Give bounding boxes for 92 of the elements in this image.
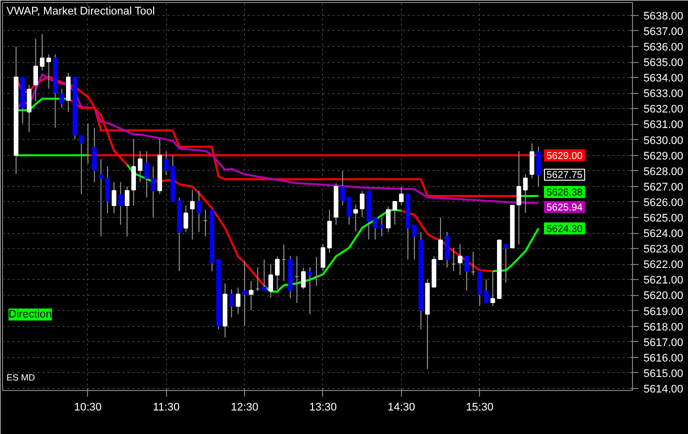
candlestick bbox=[301, 267, 306, 290]
x-tick-label: 11:30 bbox=[152, 402, 180, 414]
y-tick-label: 5638.00 bbox=[644, 10, 684, 22]
candlestick bbox=[504, 244, 508, 284]
y-tick-label: 5634.00 bbox=[644, 72, 684, 85]
y-tick-label: 5637.00 bbox=[644, 26, 684, 38]
candlestick bbox=[372, 216, 378, 240]
candlestick bbox=[92, 127, 97, 183]
candlestick bbox=[236, 287, 240, 315]
y-tick-label: 5614.00 bbox=[644, 383, 684, 396]
candlestick bbox=[248, 280, 254, 311]
candlestick bbox=[523, 174, 528, 214]
y-tick-label: 5622.00 bbox=[644, 259, 684, 272]
y-tick-label: 5630.00 bbox=[644, 134, 684, 147]
data-label: 5625.94 bbox=[546, 202, 584, 214]
candlestick bbox=[144, 150, 149, 198]
candlestick bbox=[98, 158, 104, 237]
annotation: ES MD bbox=[6, 372, 36, 382]
y-tick-label: 5632.00 bbox=[644, 104, 684, 116]
candlestick bbox=[242, 260, 247, 326]
y-tick-label: 5621.00 bbox=[644, 274, 684, 287]
candlestick bbox=[164, 150, 169, 176]
candlestick bbox=[477, 270, 482, 306]
y-tick-label: 5618.00 bbox=[644, 321, 684, 334]
y-tick-label: 5628.00 bbox=[644, 166, 684, 178]
y-tick-label: 5635.00 bbox=[644, 57, 684, 70]
candlestick bbox=[516, 150, 522, 246]
candlestick bbox=[530, 142, 534, 179]
candlestick bbox=[399, 186, 404, 206]
y-tick-label: 5633.00 bbox=[644, 88, 684, 100]
y-tick-label: 5629.00 bbox=[644, 150, 684, 162]
candlestick bbox=[379, 216, 384, 237]
candlestick bbox=[490, 270, 496, 306]
candlestick bbox=[105, 166, 110, 214]
candlestick bbox=[196, 190, 202, 232]
y-tick-label: 5616.00 bbox=[644, 352, 684, 364]
candlestick bbox=[412, 224, 417, 260]
candlestick bbox=[131, 138, 136, 206]
candlestick bbox=[346, 196, 352, 226]
y-tick-label: 5617.00 bbox=[644, 336, 684, 349]
candlestick bbox=[229, 288, 234, 318]
candlestick bbox=[66, 72, 71, 112]
annotation: 5627.75 bbox=[546, 170, 584, 182]
y-tick-label: 5624.00 bbox=[644, 228, 684, 240]
candlestick bbox=[150, 166, 156, 218]
candlestick bbox=[536, 146, 541, 187]
candlestick bbox=[392, 200, 398, 226]
candlestick bbox=[458, 243, 462, 276]
candlestick bbox=[184, 205, 188, 233]
candlestick bbox=[26, 84, 32, 132]
candlestick bbox=[444, 231, 450, 268]
y-tick-label: 5627.00 bbox=[644, 181, 684, 194]
candlestick bbox=[353, 204, 358, 232]
candlestick bbox=[79, 135, 84, 195]
candlestick bbox=[262, 258, 267, 291]
data-label: 5626.38 bbox=[546, 187, 584, 198]
candlestick bbox=[138, 150, 142, 183]
y-tick-label: 5619.00 bbox=[644, 306, 684, 318]
data-label: 5624.30 bbox=[546, 224, 584, 235]
y-tick-label: 5626.00 bbox=[644, 196, 684, 209]
annotation: Direction bbox=[8, 308, 52, 320]
candlestick bbox=[124, 186, 130, 237]
candlestick bbox=[464, 256, 469, 291]
candlestick bbox=[40, 34, 44, 71]
candlestick bbox=[340, 170, 345, 206]
candlestick bbox=[60, 88, 64, 108]
candlestick bbox=[33, 38, 38, 102]
chart-title: VWAP, Market Directional Tool bbox=[6, 6, 155, 18]
x-tick-label: 13:30 bbox=[309, 402, 337, 414]
candlestick bbox=[386, 206, 391, 232]
candlestick bbox=[438, 216, 443, 260]
candlestick bbox=[308, 266, 312, 315]
candlestick bbox=[320, 244, 326, 272]
candlestick bbox=[190, 189, 195, 240]
y-tick-label: 5625.00 bbox=[644, 212, 684, 224]
candlestick bbox=[118, 182, 123, 226]
y-tick-label: 5620.00 bbox=[644, 290, 684, 302]
y-tick-label: 5615.00 bbox=[644, 368, 684, 380]
candlestick bbox=[112, 182, 116, 214]
candlestick bbox=[360, 190, 364, 218]
y-tick-label: 5636.00 bbox=[644, 41, 684, 54]
candlestick bbox=[274, 256, 280, 290]
y-tick-label: 5631.00 bbox=[644, 119, 684, 132]
x-tick-label: 15:30 bbox=[466, 402, 494, 414]
data-label: 5629.00 bbox=[546, 150, 584, 162]
candlestick bbox=[484, 278, 489, 304]
x-tick-label: 10:30 bbox=[74, 402, 102, 414]
x-tick-label: 12:30 bbox=[230, 402, 258, 414]
candlestick bbox=[268, 263, 274, 298]
candlestick bbox=[46, 54, 52, 90]
x-tick-label: 14:30 bbox=[388, 402, 416, 414]
y-tick-label: 5623.00 bbox=[644, 244, 684, 256]
